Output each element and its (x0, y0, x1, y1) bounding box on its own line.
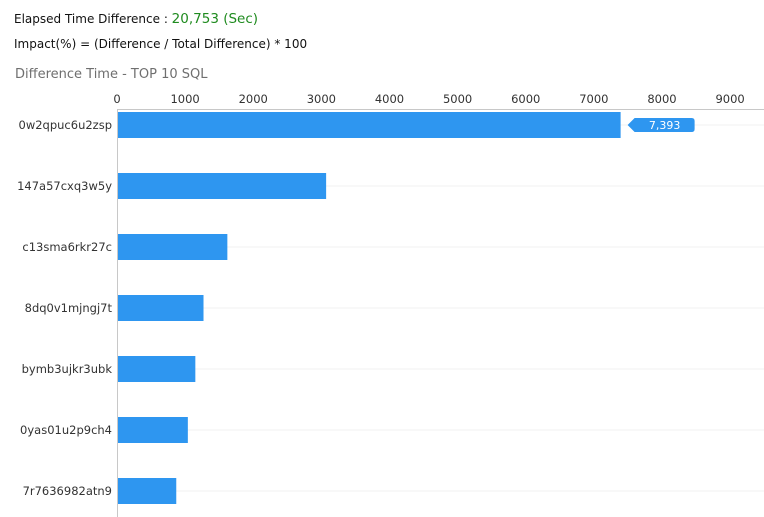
x-tick-label: 9000 (715, 92, 744, 106)
bar (118, 478, 177, 504)
bar (118, 112, 621, 138)
elapsed-time-label: Elapsed Time Difference : (14, 12, 172, 26)
x-tick-label: 0 (113, 92, 120, 106)
elapsed-time-value: 20,753 (Sec) (171, 11, 259, 27)
value-tooltip (627, 118, 695, 132)
elapsed-time-summary: Elapsed Time Difference : 20,753 (Sec) (14, 11, 258, 27)
tooltip-value-label: 7,393 (649, 119, 681, 132)
category-label: 8dq0v1mjngj7t (25, 301, 113, 315)
x-tick-label: 6000 (511, 92, 540, 106)
bar (118, 417, 188, 443)
x-tick-label: 1000 (170, 92, 199, 106)
bar (118, 295, 204, 321)
x-tick-label: 5000 (443, 92, 472, 106)
category-label: bymb3ujkr3ubk (22, 362, 113, 376)
category-label: 7r7636982atn9 (23, 484, 112, 498)
category-label: 0yas01u2p9ch4 (20, 423, 112, 437)
category-label: 147a57cxq3w5y (17, 179, 112, 193)
x-tick-label: 7000 (579, 92, 608, 106)
x-tick-label: 2000 (239, 92, 268, 106)
x-tick-label: 4000 (375, 92, 404, 106)
x-tick-label: 8000 (647, 92, 676, 106)
category-label: 0w2qpuc6u2zsp (19, 118, 113, 132)
impact-formula: Impact(%) = (Difference / Total Differen… (14, 37, 308, 51)
bar (118, 234, 228, 260)
category-label: c13sma6rkr27c (22, 240, 112, 254)
bar (118, 173, 327, 199)
x-tick-label: 3000 (307, 92, 336, 106)
bar (118, 356, 196, 382)
chart-title: Difference Time - TOP 10 SQL (15, 67, 208, 82)
